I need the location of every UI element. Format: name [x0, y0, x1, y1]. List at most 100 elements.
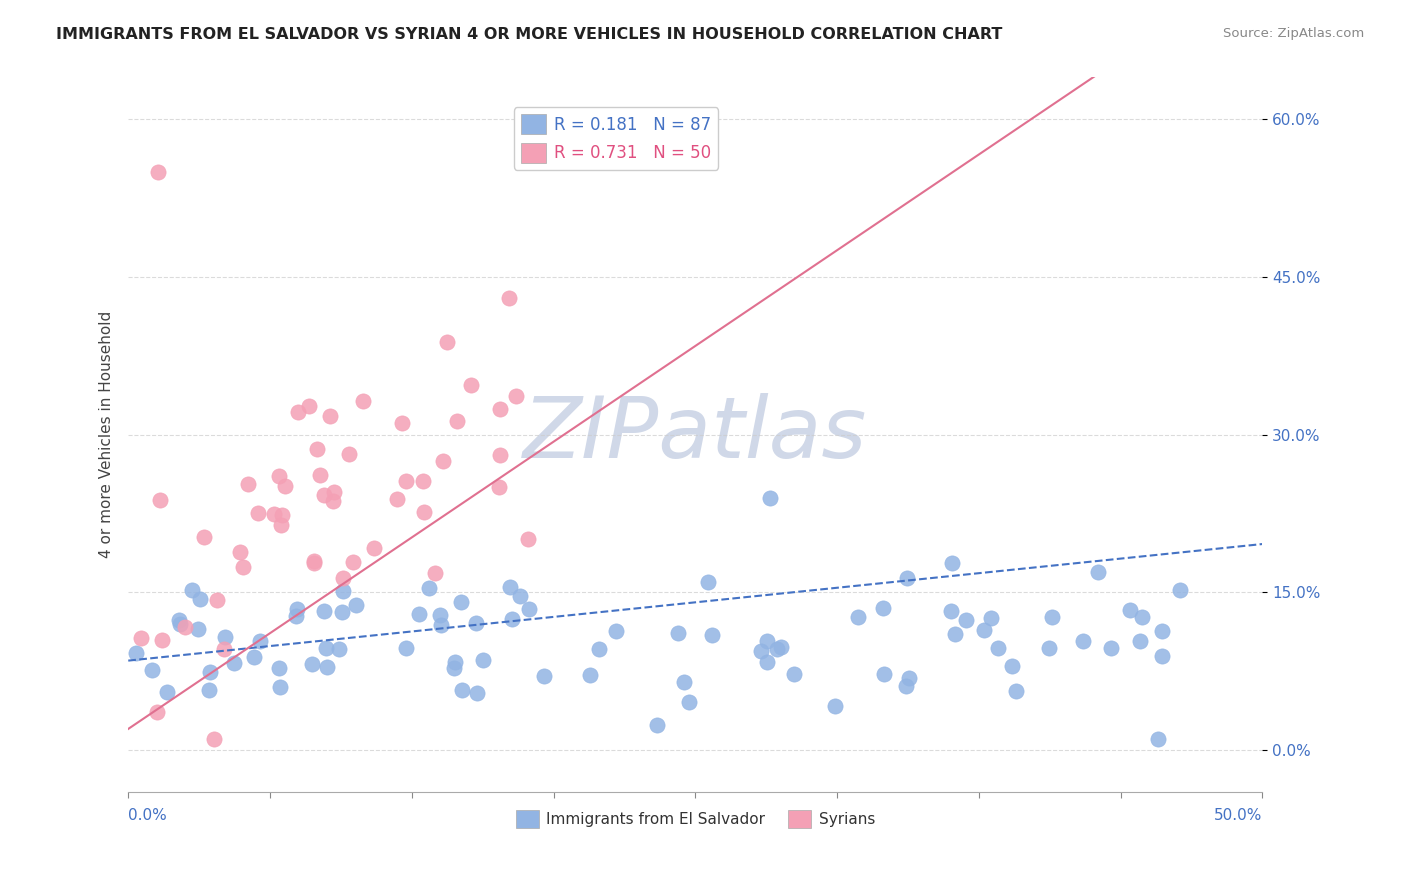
Text: 50.0%: 50.0%	[1215, 808, 1263, 822]
Text: ZIPatlas: ZIPatlas	[523, 393, 868, 476]
Point	[898, 671, 921, 685]
Legend: Immigrants from El Salvador, Syrians: Immigrants from El Salvador, Syrians	[509, 804, 882, 834]
Point	[205, 592, 228, 607]
Point	[579, 668, 602, 682]
Text: IMMIGRANTS FROM EL SALVADOR VS SYRIAN 4 OR MORE VEHICLES IN HOUSEHOLD CORRELATIO: IMMIGRANTS FROM EL SALVADOR VS SYRIAN 4 …	[56, 27, 1002, 42]
Point	[198, 665, 221, 680]
Point	[243, 650, 266, 665]
Point	[647, 718, 669, 732]
Point	[943, 626, 966, 640]
Point	[499, 580, 522, 594]
Point	[167, 613, 190, 627]
Point	[285, 609, 308, 624]
Point	[430, 618, 453, 632]
Point	[193, 529, 215, 543]
Point	[678, 695, 700, 709]
Point	[387, 491, 409, 506]
Point	[450, 595, 472, 609]
Point	[150, 633, 173, 648]
Point	[465, 686, 488, 700]
Point	[1147, 732, 1170, 747]
Point	[443, 655, 465, 669]
Point	[198, 682, 221, 697]
Point	[941, 556, 963, 570]
Point	[1099, 640, 1122, 655]
Point	[408, 607, 430, 622]
Point	[332, 571, 354, 585]
Point	[696, 574, 718, 589]
Point	[533, 669, 555, 683]
Point	[412, 474, 434, 488]
Point	[319, 409, 342, 423]
Point	[471, 653, 494, 667]
Point	[270, 518, 292, 533]
Point	[1119, 602, 1142, 616]
Text: 0.0%: 0.0%	[128, 808, 167, 822]
Point	[169, 617, 191, 632]
Point	[352, 394, 374, 409]
Point	[749, 644, 772, 658]
Point	[1129, 634, 1152, 648]
Point	[432, 454, 454, 468]
Point	[1087, 565, 1109, 579]
Point	[270, 508, 292, 523]
Point	[330, 605, 353, 619]
Point	[588, 642, 610, 657]
Point	[212, 642, 235, 657]
Point	[297, 399, 319, 413]
Text: Source: ZipAtlas.com: Source: ZipAtlas.com	[1223, 27, 1364, 40]
Point	[267, 661, 290, 675]
Point	[263, 507, 285, 521]
Point	[146, 705, 169, 719]
Point	[1040, 610, 1063, 624]
Point	[285, 602, 308, 616]
Point	[955, 613, 977, 627]
Point	[1001, 658, 1024, 673]
Point	[489, 402, 512, 417]
Point	[391, 416, 413, 430]
Point	[939, 605, 962, 619]
Point	[873, 666, 896, 681]
Point	[872, 601, 894, 615]
Point	[413, 505, 436, 519]
Point	[894, 679, 917, 693]
Point	[346, 598, 368, 612]
Point	[129, 631, 152, 645]
Point	[425, 566, 447, 580]
Point	[501, 611, 523, 625]
Point	[446, 414, 468, 428]
Point	[342, 555, 364, 569]
Point	[395, 640, 418, 655]
Point	[228, 545, 250, 559]
Point	[465, 616, 488, 631]
Point	[517, 602, 540, 616]
Point	[316, 660, 339, 674]
Point	[755, 655, 778, 669]
Point	[1005, 684, 1028, 698]
Point	[460, 378, 482, 392]
Point	[505, 389, 527, 403]
Point	[1152, 624, 1174, 639]
Point	[756, 634, 779, 648]
Point	[702, 628, 724, 642]
Point	[305, 442, 328, 456]
Point	[987, 640, 1010, 655]
Point	[759, 491, 782, 505]
Point	[274, 479, 297, 493]
Point	[666, 626, 689, 640]
Point	[125, 646, 148, 660]
Point	[848, 610, 870, 624]
Point	[314, 488, 336, 502]
Point	[488, 448, 510, 462]
Point	[896, 571, 918, 585]
Point	[498, 291, 520, 305]
Point	[337, 447, 360, 461]
Point	[247, 506, 270, 520]
Point	[395, 475, 418, 489]
Point	[770, 640, 793, 654]
Point	[267, 468, 290, 483]
Point	[973, 623, 995, 637]
Point	[1071, 634, 1094, 648]
Point	[181, 582, 204, 597]
Point	[436, 334, 458, 349]
